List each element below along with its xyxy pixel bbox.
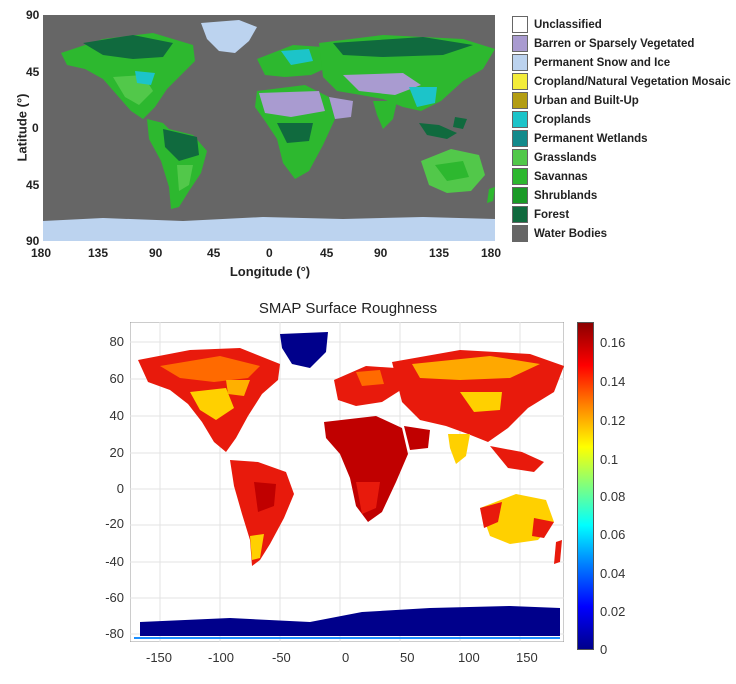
roughness-xtick: -100 — [208, 650, 235, 665]
landcover-xtick: 90 — [374, 246, 388, 260]
legend-swatch — [512, 16, 528, 33]
roughness-ytick: 40 — [109, 408, 124, 423]
landcover-ytick: 90 — [26, 8, 40, 22]
roughness-map-title: SMAP Surface Roughness — [258, 300, 438, 317]
legend-swatch — [512, 92, 528, 109]
landcover-xtick: 0 — [266, 246, 273, 260]
landcover-legend: Unclassified Barren or Sparsely Vegetated… — [512, 15, 732, 243]
legend-swatch — [512, 168, 528, 185]
roughness-colorbar — [577, 322, 594, 650]
landcover-xtick: 180 — [481, 246, 502, 260]
legend-label: Permanent Wetlands — [534, 132, 648, 145]
legend-label: Croplands — [534, 113, 591, 126]
legend-item: Shrublands — [512, 186, 732, 205]
landcover-ytick: 45 — [26, 178, 40, 192]
legend-swatch — [512, 225, 528, 242]
landcover-xtick: 135 — [429, 246, 450, 260]
legend-swatch — [512, 187, 528, 204]
roughness-ytick: -80 — [105, 626, 124, 641]
legend-label: Barren or Sparsely Vegetated — [534, 37, 695, 50]
colorbar-tick: 0.06 — [600, 527, 626, 542]
legend-item: Water Bodies — [512, 224, 732, 243]
legend-swatch — [512, 73, 528, 90]
colorbar-tick: 0.12 — [600, 413, 626, 428]
legend-swatch — [512, 54, 528, 71]
colorbar-tick: 0.14 — [600, 374, 626, 389]
colorbar-tick: 0.08 — [600, 489, 626, 504]
landcover-ytick: 0 — [32, 121, 39, 135]
legend-label: Shrublands — [534, 189, 598, 202]
landcover-ytick: 45 — [26, 65, 40, 79]
landcover-xtick: 135 — [88, 246, 109, 260]
landcover-xtick: 45 — [320, 246, 334, 260]
roughness-ytick: -60 — [105, 590, 124, 605]
roughness-ytick: 80 — [109, 334, 124, 349]
landcover-xlabel: Longitude (°) — [229, 264, 311, 279]
legend-item: Cropland/Natural Vegetation Mosaic — [512, 72, 732, 91]
roughness-ytick: 60 — [109, 371, 124, 386]
colorbar-tick: 0.04 — [600, 566, 626, 581]
roughness-xtick: -50 — [272, 650, 291, 665]
landcover-xtick: 90 — [149, 246, 163, 260]
legend-label: Urban and Built-Up — [534, 94, 639, 107]
legend-item: Barren or Sparsely Vegetated — [512, 34, 732, 53]
legend-item: Permanent Snow and Ice — [512, 53, 732, 72]
legend-label: Water Bodies — [534, 227, 608, 240]
landcover-ylabel: Latitude (°) — [14, 93, 30, 162]
legend-item: Grasslands — [512, 148, 732, 167]
roughness-xtick: 50 — [400, 650, 415, 665]
colorbar-tick: 0.16 — [600, 335, 626, 350]
legend-item: Savannas — [512, 167, 732, 186]
legend-label: Grasslands — [534, 151, 597, 164]
legend-label: Unclassified — [534, 18, 602, 31]
legend-item: Permanent Wetlands — [512, 129, 732, 148]
legend-item: Croplands — [512, 110, 732, 129]
colorbar-tick: 0.1 — [600, 452, 619, 467]
legend-swatch — [512, 206, 528, 223]
landcover-ytick: 90 — [26, 234, 40, 248]
roughness-ytick: 0 — [116, 481, 124, 496]
legend-swatch — [512, 130, 528, 147]
legend-label: Cropland/Natural Vegetation Mosaic — [534, 75, 731, 88]
colorbar-tick: 0.02 — [600, 604, 626, 619]
colorbar-tick: 0 — [600, 642, 608, 657]
landcover-xtick: 180 — [31, 246, 52, 260]
legend-item: Forest — [512, 205, 732, 224]
legend-swatch — [512, 111, 528, 128]
legend-label: Permanent Snow and Ice — [534, 56, 671, 69]
roughness-ytick: -20 — [105, 516, 124, 531]
roughness-ytick: 20 — [109, 445, 124, 460]
roughness-xtick: 100 — [458, 650, 480, 665]
legend-swatch — [512, 35, 528, 52]
roughness-xtick: 150 — [516, 650, 538, 665]
legend-item: Urban and Built-Up — [512, 91, 732, 110]
legend-label: Savannas — [534, 170, 588, 183]
landcover-xtick: 45 — [207, 246, 221, 260]
landcover-map-image — [43, 15, 495, 241]
legend-swatch — [512, 149, 528, 166]
roughness-xtick: -150 — [146, 650, 173, 665]
roughness-xtick: 0 — [342, 650, 350, 665]
legend-label: Forest — [534, 208, 570, 221]
roughness-map-image — [130, 322, 564, 642]
legend-item: Unclassified — [512, 15, 732, 34]
roughness-ytick: -40 — [105, 554, 124, 569]
